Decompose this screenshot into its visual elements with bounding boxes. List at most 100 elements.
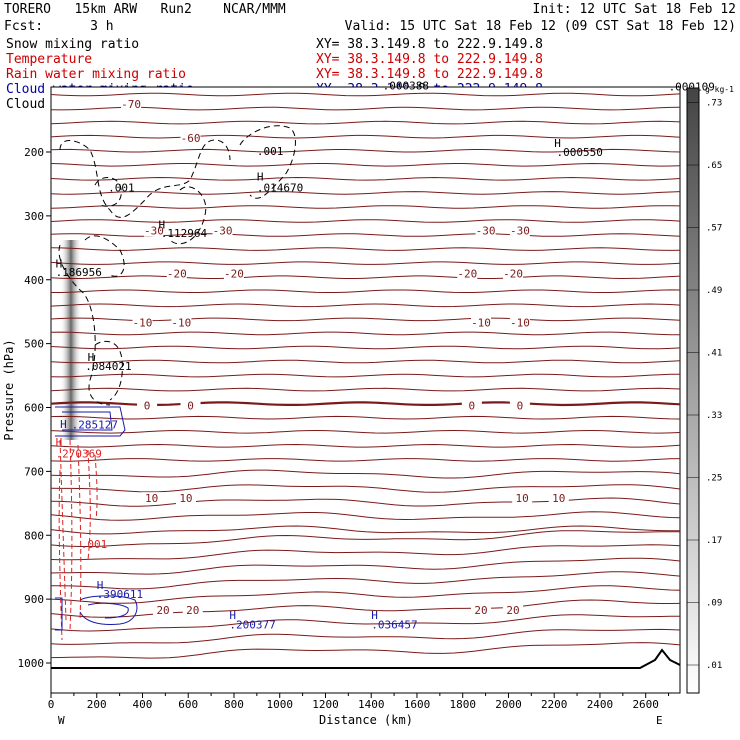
temperature-label-bg: [212, 224, 233, 237]
temperature-labels: -70 -60 -30 -30 -30 -30 -20 -20 -20 -20 -10 -10 -10 -…: [121, 98, 569, 617]
temperature-contour-line: [51, 247, 680, 251]
maximum-label: .084021: [85, 360, 131, 373]
temperature-contour-line: [51, 303, 680, 308]
temperature-label-bg: [509, 316, 530, 329]
rain-contour: [87, 449, 91, 561]
x-tick-label: 2400: [587, 698, 614, 711]
y-tick-label: 200: [24, 146, 44, 159]
temperature-contour-line: [51, 415, 680, 420]
cloud-water-contour: [62, 411, 113, 431]
plot-area: -70 -60 -30 -30 -30 -30 -20 -20 -20 -20 -10 -10 -10 -…: [50, 79, 715, 694]
rain-contour: [58, 469, 63, 641]
y-axis-title: Pressure (hPa): [2, 339, 16, 440]
maximum-label: .390611: [97, 588, 143, 601]
temperature-label: 10: [516, 492, 529, 505]
x-tick-label: 600: [178, 698, 198, 711]
maximum-label: H: [257, 171, 264, 184]
y-tick-label: 300: [24, 210, 44, 223]
temperature-contour-line: [51, 429, 680, 434]
colorbar-unit: g kg-1: [705, 85, 734, 94]
temperature-label: 20: [156, 604, 169, 617]
field-xy: XY= 38.3.149.8 to 222.9.149.8: [316, 52, 543, 67]
temperature-label-bg: [121, 98, 142, 111]
temperature-contour-line: [51, 134, 680, 139]
temperature-label: 0: [517, 400, 524, 413]
maximum-label: .036457: [371, 619, 417, 632]
temperature-label-bg: [166, 267, 187, 280]
temperature-label: -30: [144, 225, 164, 238]
temperature-label-bg: [180, 131, 201, 144]
y-tick-label: 800: [24, 529, 44, 542]
x-tick-label: 800: [224, 698, 244, 711]
colorbar-tick-label: .57: [706, 224, 722, 234]
temperature-label: 20: [186, 604, 199, 617]
maximum-label: .000388: [383, 79, 429, 92]
terrain-line: [51, 648, 680, 669]
rain-contour: [69, 439, 73, 631]
y-tick-label: 900: [24, 593, 44, 606]
colorbar-tick-label: .33: [706, 411, 722, 421]
temperature-contour-line: [51, 614, 680, 632]
temperature-label-bg: [182, 603, 203, 616]
cloud-water-contour: [55, 406, 126, 437]
maximum-label: H: [229, 609, 236, 622]
colorbar-ramp: [686, 87, 700, 694]
field-xy: XY= 38.3.149.8 to 222.9.149.8: [316, 37, 543, 52]
x-tick-label: 1600: [404, 698, 431, 711]
colorbar-tick-label: .09: [706, 599, 722, 609]
x-axis-right-label: E: [656, 714, 663, 727]
snow-contour: [84, 235, 125, 277]
temperature-label-bg: [471, 316, 492, 329]
temperature-contour-line: [51, 557, 680, 575]
temperature-contour-line: [51, 162, 680, 167]
y-tick-label: 700: [24, 465, 44, 478]
temperature-contour-line: [51, 289, 680, 293]
temperature-contour-line: [51, 176, 680, 181]
maximum-label: .200377: [229, 619, 275, 632]
temperature-label: -10: [510, 317, 530, 330]
temperature-contour-line: [51, 525, 680, 535]
temperature-label-bg: [475, 224, 496, 237]
temperature-contour-line: [51, 359, 680, 364]
temperature-label: -20: [503, 267, 523, 280]
temperature-label-bg: [457, 267, 478, 280]
x-tick-label: 1000: [266, 698, 293, 711]
temperature-label-bg: [153, 603, 174, 616]
temperature-label-bg: [132, 316, 153, 329]
temperature-label: 0: [187, 400, 194, 413]
temperature-label-bg: [137, 399, 158, 412]
temperature-contour-line: [51, 469, 680, 479]
temperature-contour-line: [51, 511, 680, 521]
temperature-contour-line: [51, 571, 680, 590]
temperature-contour-line: [51, 219, 680, 223]
x-tick-label: 400: [133, 698, 153, 711]
temperature-label-bg: [471, 603, 492, 616]
temperature-contour-line: [51, 585, 680, 604]
y-axis: 200 300 400 500 600 700 800 900 1000: [18, 146, 51, 670]
temperature-label: 20: [506, 604, 519, 617]
temperature-label: -30: [213, 225, 233, 238]
maximum-label: H: [88, 351, 95, 364]
temperature-label-bg: [141, 492, 162, 505]
temperature-contour-line: [51, 387, 680, 392]
temperature-label: -30: [510, 225, 530, 238]
temperature-contour-line: [51, 373, 680, 378]
x-axis-title: Distance (km): [319, 713, 413, 727]
temperature-contour-line: [51, 497, 680, 507]
temperature-label-bg: [461, 399, 482, 412]
rain-contour: [77, 444, 82, 621]
colorbar-tick-label: .49: [706, 286, 722, 296]
temperature-contour-line: [51, 331, 680, 336]
header-line2-right: Valid: 15 UTC Sat 18 Feb 12 (09 CST Sat …: [345, 19, 736, 34]
temperature-label: 10: [145, 492, 158, 505]
temperature-contour-line: [51, 148, 680, 153]
maximum-label: .000109: [669, 81, 715, 94]
cloud-water-contour: [87, 602, 129, 619]
temperature-label-bg: [512, 492, 533, 505]
temperature-label: 20: [474, 604, 487, 617]
rain-contour: [59, 439, 67, 621]
maximum-label: .001: [108, 182, 135, 195]
temperature-label: -60: [181, 132, 201, 145]
temperature-label: -70: [121, 98, 141, 111]
x-tick-label: 200: [87, 698, 107, 711]
